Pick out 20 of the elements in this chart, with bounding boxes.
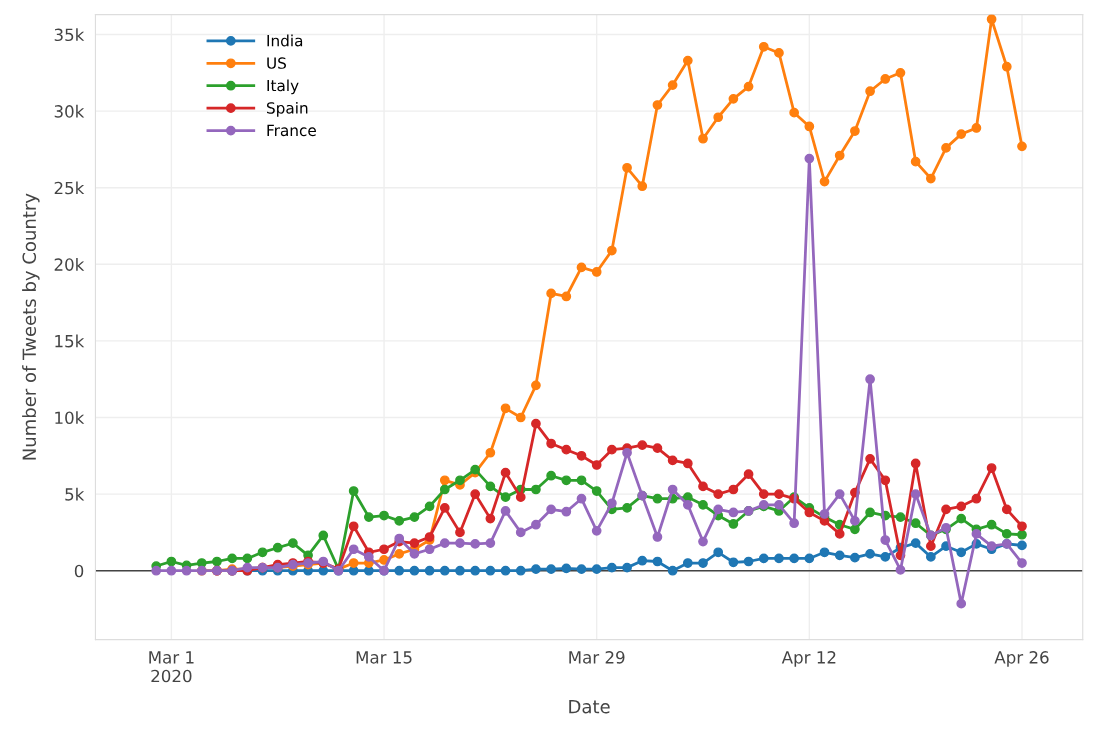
y-tick-label: 5k <box>65 487 85 501</box>
y-tick-label: 10k <box>55 411 85 425</box>
y-axis-title: Number of Tweets by Country <box>22 193 40 460</box>
x-axis-title: Date <box>569 699 610 714</box>
y-tick-label: 35k <box>54 28 85 42</box>
x-tick-label: Mar 15 <box>356 651 412 664</box>
legend-label: France <box>267 124 316 137</box>
y-tick-label: 0 <box>74 564 84 578</box>
x-tick-label: Mar 29 <box>569 651 625 664</box>
x-tick-label: Mar 1 2020 <box>149 651 194 683</box>
legend-label: India <box>267 34 303 47</box>
y-tick-label: 25k <box>54 181 85 195</box>
legend-label: US <box>267 57 286 69</box>
y-tick-label: 20k <box>54 257 85 271</box>
x-tick-label: Apr 12 <box>781 651 836 667</box>
y-tick-label: 15k <box>55 334 85 348</box>
legend-label: Spain <box>266 101 308 117</box>
legend-label: Italy <box>267 79 299 95</box>
y-tick-label: 30k <box>54 104 85 118</box>
x-tick-label: Apr 26 <box>994 651 1049 667</box>
